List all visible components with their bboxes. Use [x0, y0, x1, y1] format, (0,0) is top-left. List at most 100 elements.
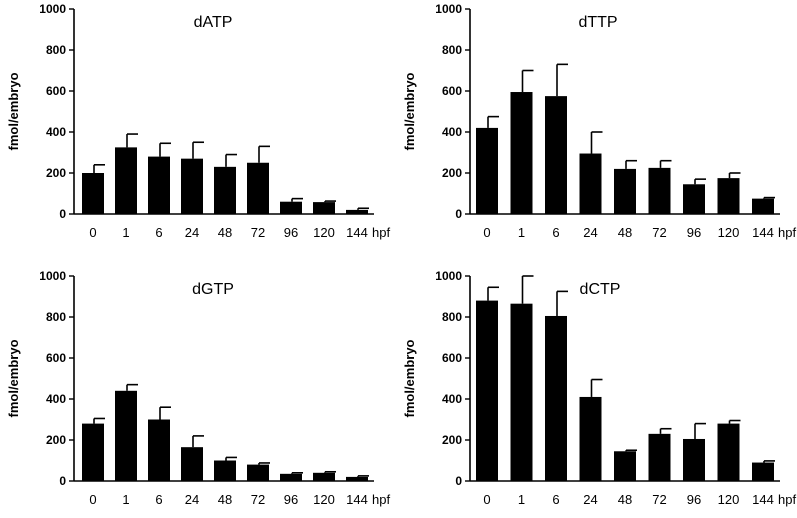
x-tick-label: 6 — [552, 225, 559, 240]
bar-48 — [214, 460, 236, 481]
bar-6 — [545, 315, 567, 481]
bar-0 — [82, 173, 104, 214]
y-axis-label: fmol/embryo — [402, 339, 417, 417]
y-tick-label: 400 — [442, 392, 462, 406]
y-tick-label: 1000 — [39, 2, 66, 16]
x-tick-label: 0 — [483, 492, 490, 507]
bar-72 — [247, 162, 269, 214]
x-tick-label: 0 — [89, 492, 96, 507]
y-tick-label: 0 — [455, 474, 462, 488]
x-tick-label: 96 — [284, 492, 298, 507]
bar-72 — [648, 433, 671, 481]
x-tick-label: 48 — [218, 492, 232, 507]
chart-panel-dctp: 0 200 400 600 800 1000 0 1 6 24 48 72 96 120 144 hpf dCT… — [402, 269, 796, 507]
bar-1 — [115, 390, 137, 481]
bar-120 — [717, 423, 740, 481]
y-tick-label: 600 — [46, 84, 66, 98]
bar-120 — [313, 472, 335, 481]
y-tick-label: 0 — [455, 207, 462, 221]
bar-48 — [614, 451, 636, 481]
bar-144 — [752, 198, 774, 214]
bar-1 — [510, 303, 533, 481]
x-tick-label: 72 — [652, 225, 666, 240]
bar-0 — [476, 127, 498, 214]
bar-24 — [181, 447, 203, 481]
y-tick-label: 600 — [442, 84, 462, 98]
x-tick-label: 72 — [652, 492, 666, 507]
y-tick-label: 200 — [442, 433, 462, 447]
y-tick-label: 800 — [46, 310, 66, 324]
x-tick-label: 96 — [687, 225, 701, 240]
x-tick-label: 6 — [552, 492, 559, 507]
x-tick-label: 0 — [483, 225, 490, 240]
x-tick-label: 48 — [618, 492, 632, 507]
panel-title: dTTP — [578, 14, 617, 31]
y-tick-label: 1000 — [435, 2, 462, 16]
x-tick-label: 6 — [155, 492, 162, 507]
x-tick-label: 48 — [218, 225, 232, 240]
x-tick-label: 1 — [518, 492, 525, 507]
x-tick-label: 6 — [155, 225, 162, 240]
x-tick-label: 1 — [122, 492, 129, 507]
x-tick-label: 144 — [752, 492, 774, 507]
x-tick-label: 1 — [518, 225, 525, 240]
y-tick-label: 800 — [442, 310, 462, 324]
x-tick-label: 48 — [618, 225, 632, 240]
x-tick-label: 120 — [718, 492, 740, 507]
panel-title: dATP — [194, 14, 233, 31]
chart-panel-datp: 0 200 400 600 800 1000 0 1 6 24 48 72 96 120 144 hpf dAT… — [6, 2, 390, 240]
x-tick-label: 24 — [583, 492, 597, 507]
bar-72 — [648, 167, 671, 214]
bar-6 — [148, 419, 170, 481]
x-tick-label: 24 — [185, 492, 199, 507]
y-tick-label: 0 — [59, 474, 66, 488]
y-tick-label: 400 — [442, 125, 462, 139]
x-tick-label: 0 — [89, 225, 96, 240]
bar-0 — [476, 300, 498, 481]
bar-96 — [683, 184, 705, 214]
y-tick-label: 400 — [46, 125, 66, 139]
x-tick-label: 120 — [313, 492, 335, 507]
bar-0 — [82, 423, 104, 481]
x-tick-label: 120 — [313, 225, 335, 240]
y-tick-label: 400 — [46, 392, 66, 406]
x-tick-label: 120 — [718, 225, 740, 240]
x-tick-label: 24 — [185, 225, 199, 240]
bar-72 — [247, 464, 269, 481]
bar-96 — [683, 438, 705, 481]
x-unit-label: hpf — [778, 225, 796, 240]
chart-panel-dgtp: 0 200 400 600 800 1000 0 1 6 24 48 72 96 120 144 hpf dGT… — [6, 269, 390, 507]
panel-title: dGTP — [192, 281, 234, 298]
bar-6 — [148, 156, 170, 214]
x-tick-label: 72 — [251, 225, 265, 240]
bar-6 — [545, 96, 567, 214]
y-tick-label: 1000 — [435, 269, 462, 283]
x-unit-label: hpf — [372, 225, 390, 240]
x-tick-label: 96 — [284, 225, 298, 240]
x-unit-label: hpf — [372, 492, 390, 507]
bar-48 — [214, 166, 236, 214]
bar-24 — [579, 396, 602, 481]
y-tick-label: 800 — [46, 43, 66, 57]
y-axis-label: fmol/embryo — [6, 339, 21, 417]
bar-144 — [346, 209, 368, 214]
bar-24 — [579, 153, 602, 214]
x-tick-label: 72 — [251, 492, 265, 507]
bar-1 — [510, 92, 533, 214]
bar-144 — [752, 462, 774, 481]
chart-panel-dttp: 0 200 400 600 800 1000 0 1 6 24 48 72 96 120 144 hpf dTT… — [402, 2, 796, 240]
x-tick-label: 144 — [752, 225, 774, 240]
y-tick-label: 0 — [59, 207, 66, 221]
bar-120 — [313, 202, 335, 214]
x-tick-label: 144 — [346, 492, 368, 507]
bar-96 — [280, 473, 302, 481]
x-unit-label: hpf — [778, 492, 796, 507]
y-axis-label: fmol/embryo — [402, 72, 417, 150]
x-tick-label: 144 — [346, 225, 368, 240]
x-tick-label: 96 — [687, 492, 701, 507]
x-tick-label: 24 — [583, 225, 597, 240]
y-tick-label: 200 — [46, 166, 66, 180]
y-axis-label: fmol/embryo — [6, 72, 21, 150]
bar-120 — [717, 178, 740, 214]
